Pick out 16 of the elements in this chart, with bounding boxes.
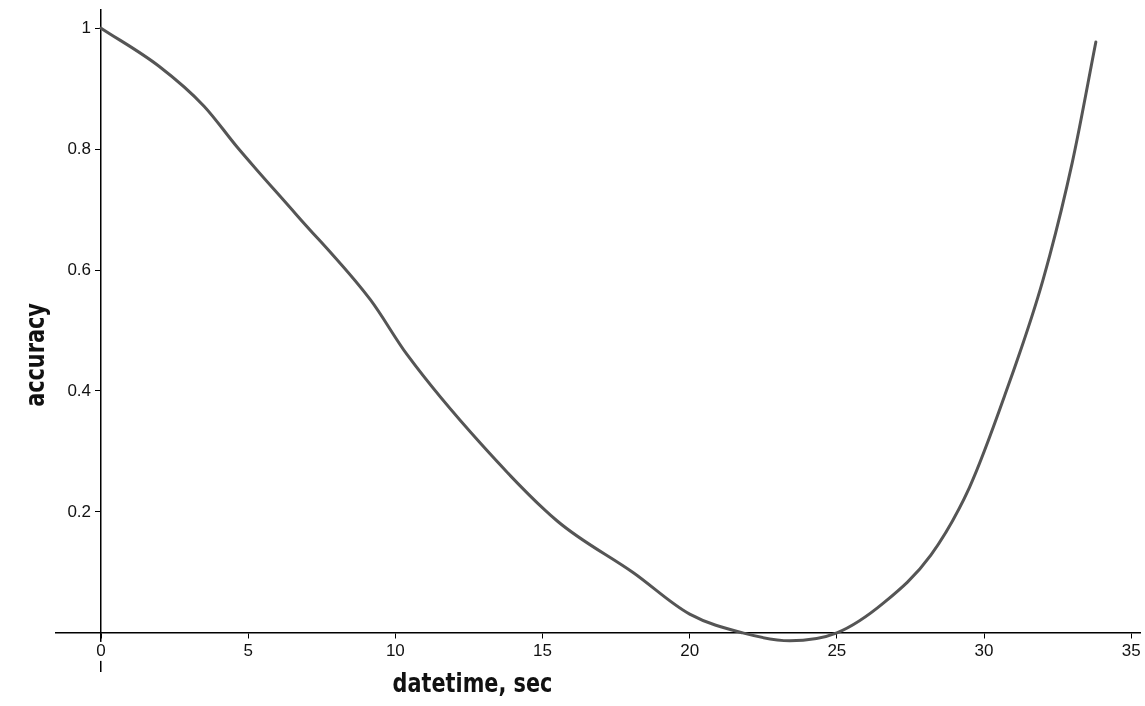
- x-tick-label: 35: [1121, 641, 1141, 661]
- x-tick-label: 5: [243, 641, 253, 661]
- x-axis-title: datetime, sec: [391, 668, 554, 698]
- x-tick-label: 0: [96, 641, 106, 661]
- y-tick-label: 0.4: [67, 380, 92, 400]
- x-tick-label: 20: [680, 641, 700, 661]
- y-tick-label: 1: [81, 17, 92, 37]
- y-tick-label: 0.2: [67, 501, 92, 521]
- y-tick-label: 0.6: [67, 259, 92, 279]
- x-tick-label: 25: [827, 641, 847, 661]
- x-tick-label: 10: [385, 641, 405, 661]
- x-tick-label: 15: [533, 641, 552, 661]
- y-axis-title: accuracy: [19, 303, 50, 407]
- line-series: [99, 26, 1098, 643]
- y-tick-label: 0.8: [67, 138, 92, 158]
- x-tick-label: 30: [974, 641, 994, 661]
